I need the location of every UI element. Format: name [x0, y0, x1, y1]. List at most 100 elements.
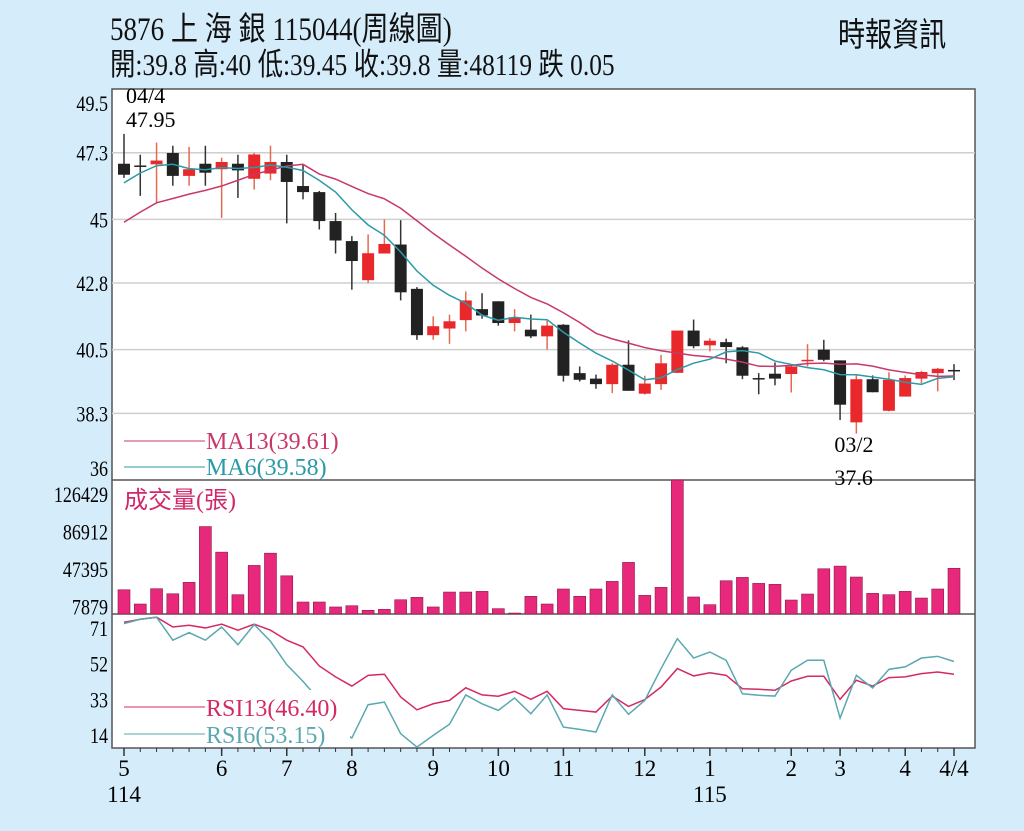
candle: [850, 375, 863, 434]
volume-bar: [247, 565, 261, 615]
x-tick-label: 12: [633, 756, 656, 781]
volume-bar: [850, 576, 863, 615]
volume-bar: [361, 609, 375, 615]
candle-body: [768, 373, 781, 379]
candle-body: [410, 288, 423, 336]
volume-bar: [687, 596, 700, 615]
candle: [410, 287, 423, 340]
candle-body: [931, 368, 944, 374]
price-tick-label: 47.3: [76, 142, 108, 166]
volume-bar: [312, 601, 326, 615]
x-tick-label: 4: [899, 756, 911, 781]
candle: [183, 146, 196, 186]
candle-body: [541, 325, 554, 337]
candle: [118, 133, 130, 178]
high-date-annotation: 04/4: [126, 83, 165, 108]
volume-bar: [459, 591, 473, 615]
volume-bar: [784, 599, 798, 615]
volume-bar: [817, 568, 831, 615]
high-value-annotation: 47.95: [126, 107, 176, 132]
candle-body: [801, 359, 814, 362]
x-tick-label: 5: [118, 756, 130, 781]
x-tick-label: 4/4: [939, 756, 969, 781]
candle-body: [134, 165, 147, 167]
volume-bar: [394, 599, 407, 615]
candle-body: [834, 360, 847, 405]
candle-body: [508, 317, 521, 324]
ma13-line: [123, 163, 955, 378]
volume-bar: [378, 609, 391, 615]
volume-bar: [703, 604, 717, 615]
plot-area: [111, 88, 976, 749]
candle: [834, 360, 847, 421]
candle-body: [199, 163, 212, 173]
x-tick-label: 3: [834, 756, 846, 781]
candle: [264, 145, 277, 181]
candle: [931, 367, 944, 392]
x-tick-label: 7: [281, 756, 293, 781]
volume-bar: [947, 567, 961, 615]
candle-body: [606, 364, 619, 385]
candle: [427, 316, 440, 340]
ma6-legend-label: MA6(39.58): [206, 455, 327, 481]
volume-bar: [264, 552, 277, 615]
volume-bar: [231, 594, 245, 615]
candle: [671, 330, 684, 373]
candle-body: [345, 241, 358, 262]
candle: [703, 338, 716, 352]
volume-tick-label: 47395: [63, 558, 108, 582]
rsi-tick-label: 14: [90, 725, 108, 749]
volume-bar: [638, 595, 652, 615]
volume-bar: [801, 593, 814, 615]
volume-bar: [508, 612, 521, 615]
volume-tick-label: 86912: [63, 521, 108, 545]
volume-tick-label: 7879: [72, 596, 108, 620]
candle: [655, 354, 668, 390]
volume-bar: [150, 588, 163, 615]
volume-bar: [622, 562, 635, 615]
volume-bar: [345, 605, 359, 615]
candle-body: [443, 321, 456, 329]
candle: [801, 344, 814, 367]
volume-bar: [182, 582, 196, 615]
candle-body: [524, 329, 537, 337]
candle-body: [866, 379, 879, 393]
volume-bar: [410, 597, 424, 615]
candle: [443, 314, 456, 344]
volume-bar: [329, 606, 342, 615]
candle: [785, 364, 798, 393]
candle-body: [850, 379, 863, 423]
candle-body: [297, 186, 310, 193]
price-tick-label: 38.3: [76, 403, 108, 427]
volume-bar: [557, 588, 570, 615]
candle: [329, 212, 342, 254]
candle-body: [948, 369, 960, 372]
price-tick-label: 40.5: [76, 339, 108, 363]
volume-bar: [133, 603, 147, 615]
price-tick-label: 36: [90, 457, 108, 481]
candle-body: [752, 378, 765, 380]
candle-body: [231, 163, 244, 171]
volume-tick-label: 126429: [54, 483, 108, 507]
volume-bar: [524, 596, 538, 615]
candle-body: [215, 161, 228, 170]
ma13-legend-label: MA13(39.61): [206, 429, 339, 455]
candle: [899, 375, 912, 397]
x-tick-label: 1: [704, 756, 716, 781]
candle: [866, 375, 879, 393]
candle: [541, 320, 554, 350]
volume-bar: [833, 565, 847, 615]
rsi-tick-label: 71: [90, 617, 108, 641]
candle-body: [118, 163, 130, 175]
candle: [362, 234, 375, 284]
volume-bar: [898, 591, 912, 615]
candle-body: [720, 342, 733, 348]
candle: [606, 363, 619, 394]
volume-bar: [882, 594, 896, 615]
rsi6-legend-label: RSI6(53.15): [206, 723, 325, 749]
rsi-tick-label: 33: [90, 689, 108, 713]
price-tick-label: 45: [90, 209, 108, 233]
source-label: 時報資訊: [838, 18, 947, 54]
volume-bar: [719, 580, 733, 615]
volume-bar: [296, 601, 310, 615]
